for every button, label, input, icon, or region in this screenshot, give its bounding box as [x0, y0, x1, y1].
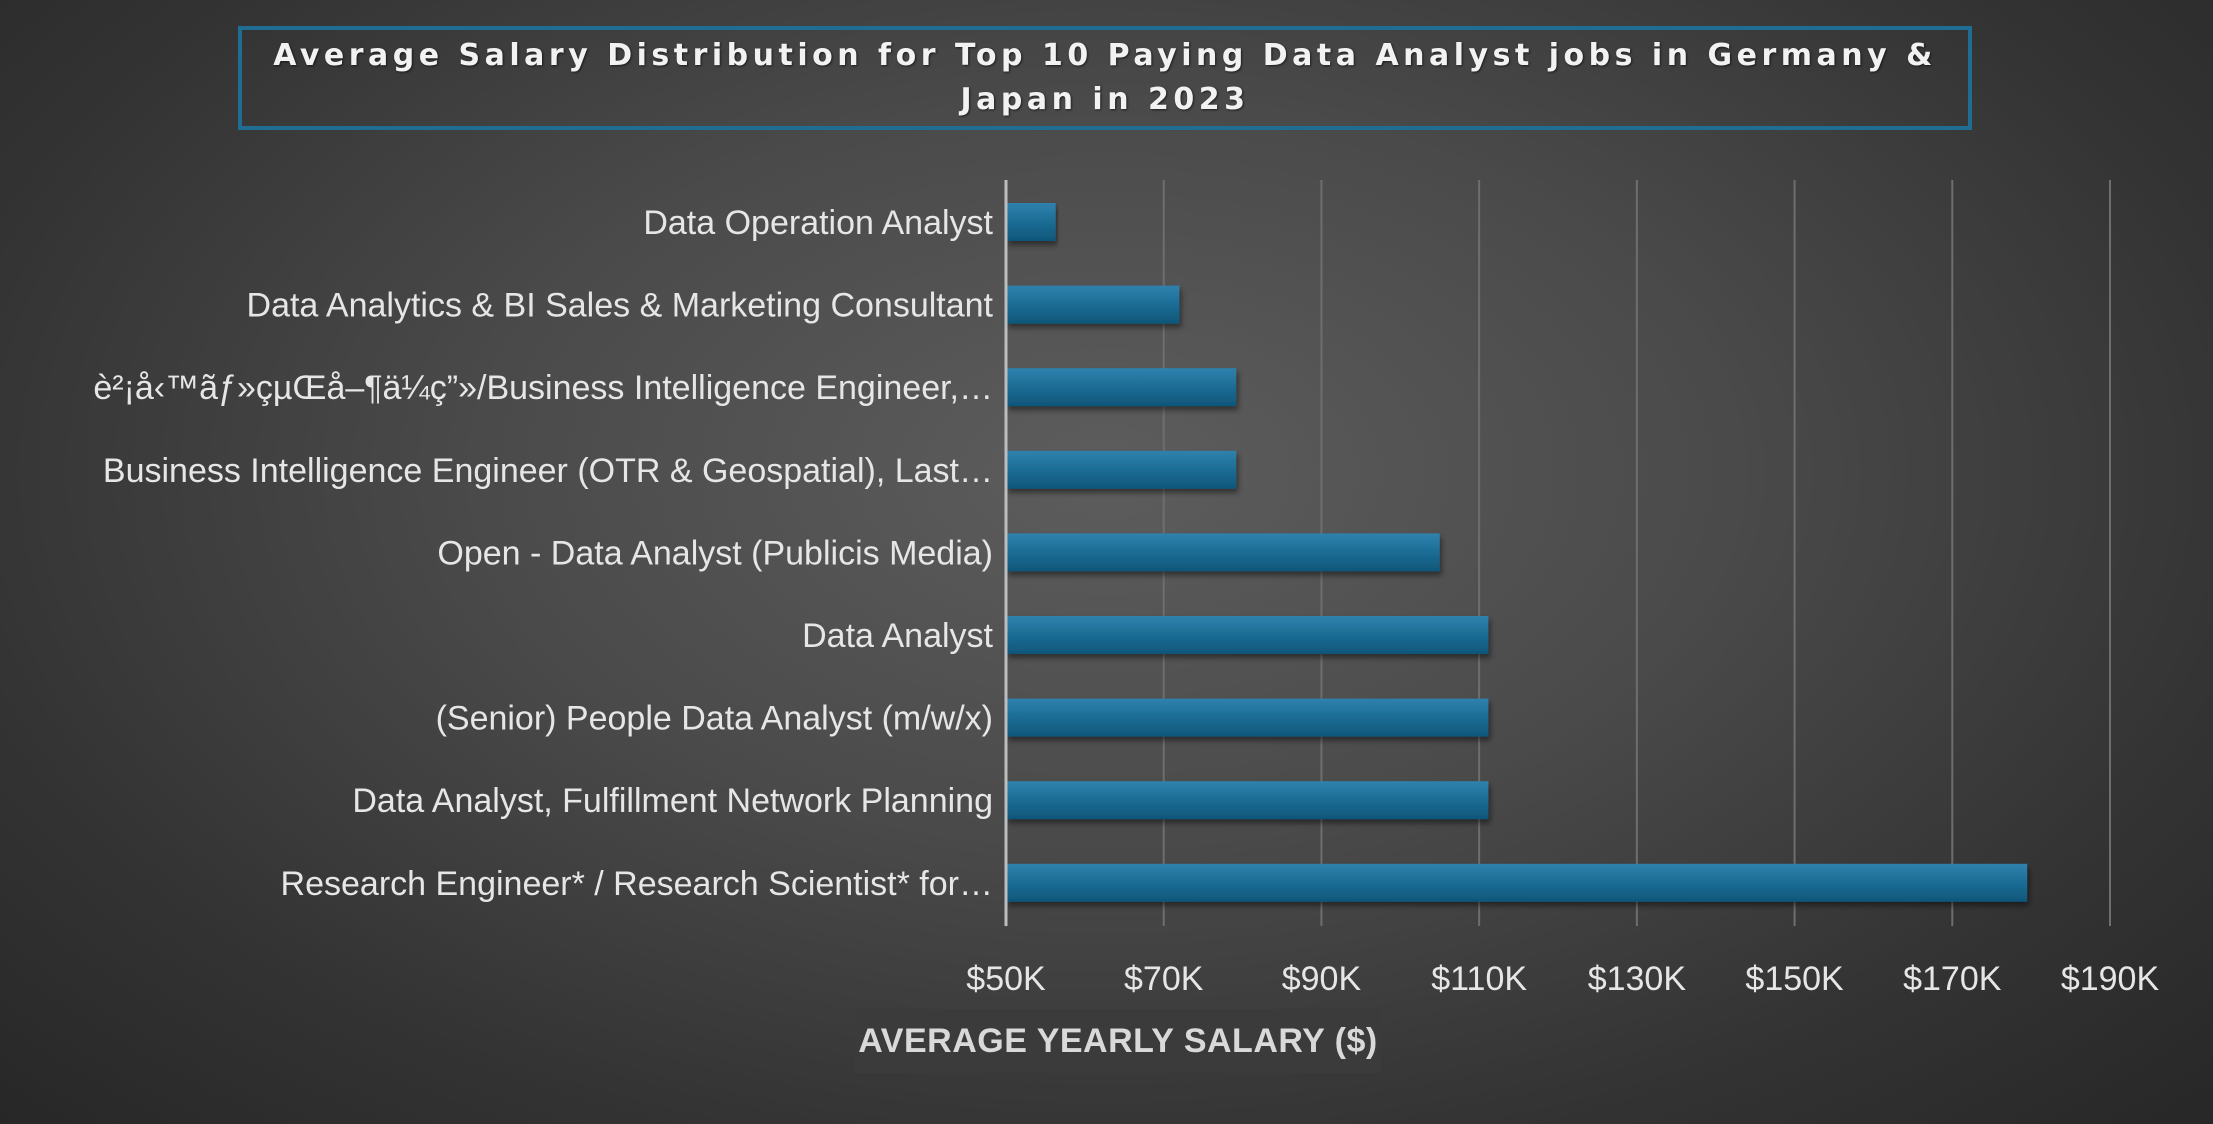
category-labels: Data Operation Analyst Data Analytics & B… [93, 204, 993, 903]
chart-title: Average Salary Distribution for Top 10 P… [273, 38, 1937, 117]
bar [1006, 781, 1489, 820]
category-label: è²¡å‹™ãƒ»çµŒå–¶ä¼ç”»/Business Intelligen… [93, 369, 993, 407]
chart-title-box: Average Salary Distribution for Top 10 P… [238, 26, 1972, 130]
x-tick-label: $110K [1431, 960, 1527, 998]
x-tick-label: $150K [1745, 960, 1844, 998]
x-tick-label: $170K [1903, 960, 2002, 998]
bar [1006, 616, 1489, 654]
bar [1006, 368, 1237, 407]
x-axis-title: AVERAGE YEARLY SALARY ($) [855, 1009, 1381, 1073]
category-label: Business Intelligence Engineer (OTR & Ge… [103, 452, 993, 490]
x-tick-labels: $50K $70K $90K $110K $130K $150K $170K $190K [966, 960, 2159, 998]
bar [1006, 533, 1440, 572]
category-label: Research Engineer* / Research Scientist*… [281, 865, 993, 903]
category-label: Data Analyst, Fulfillment Network Planni… [352, 782, 993, 820]
x-tick-label: $70K [1124, 960, 1204, 998]
bar [1006, 285, 1180, 324]
category-label: Data Analyst [802, 617, 993, 655]
bar [1006, 203, 1056, 241]
category-label: Open - Data Analyst (Publicis Media) [437, 534, 993, 572]
x-tick-label: $190K [2061, 960, 2160, 998]
x-tick-label: $90K [1282, 960, 1362, 998]
bar [1006, 863, 2028, 902]
bars [1006, 203, 2028, 902]
x-tick-label: $50K [966, 960, 1046, 998]
x-tick-label: $130K [1588, 960, 1687, 998]
bar [1006, 450, 1237, 489]
category-label: (Senior) People Data Analyst (m/w/x) [436, 700, 993, 738]
bar [1006, 698, 1489, 737]
category-label: Data Operation Analyst [643, 204, 993, 242]
category-label: Data Analytics & BI Sales & Marketing Co… [247, 287, 994, 325]
